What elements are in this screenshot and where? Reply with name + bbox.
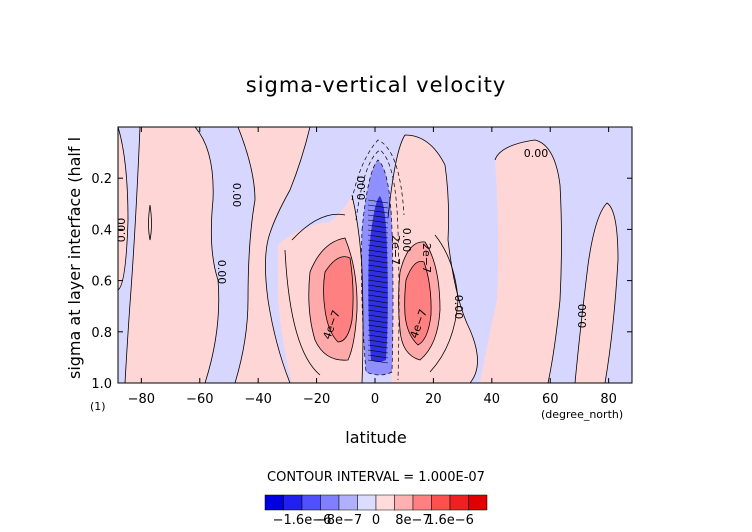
- contour-label: 0.00: [215, 260, 228, 285]
- y-axis-label: sigma at layer interface (half l: [65, 137, 84, 379]
- hatch-line: [367, 279, 389, 284]
- hatch-line: [367, 319, 389, 324]
- hatch-line: [367, 204, 389, 209]
- y-tick-label: 0.6: [91, 275, 112, 290]
- hatch-line: [367, 269, 389, 274]
- hatch-line: [367, 229, 389, 234]
- hatch-line: [367, 259, 389, 264]
- contour-label: 0.00: [230, 183, 243, 208]
- contour-label: 0.00: [576, 304, 589, 329]
- y-tick-label: 0.8: [91, 326, 112, 341]
- colorbar-swatch: [375, 494, 395, 511]
- x-axis-label: latitude: [345, 428, 406, 447]
- colorbar-swatch: [301, 494, 321, 511]
- colorbar-swatch: [320, 494, 340, 511]
- hatch-line: [367, 214, 389, 219]
- positive-lobe-south-core: [323, 256, 354, 342]
- contour-label: 0.00: [524, 147, 549, 160]
- colorbar-tick-label: −8e−7: [316, 513, 362, 528]
- hatch-line: [367, 264, 389, 269]
- colorbar-swatch: [412, 494, 432, 511]
- hatch-line: [367, 334, 389, 339]
- hatch-line: [367, 219, 389, 224]
- hatch-line: [367, 199, 389, 204]
- colorbar-tick-label: 0: [372, 513, 380, 528]
- negative-contours: [351, 139, 405, 381]
- contour-lines: [118, 127, 619, 383]
- y-tick-label: 0.2: [91, 172, 112, 187]
- contour-label: 2e−7: [420, 243, 433, 273]
- colorbar-swatch: [357, 494, 377, 511]
- colorbar-swatch: [283, 494, 303, 511]
- y-axis: 1.0 0.8 0.6 0.4 0.2: [91, 172, 632, 392]
- positive-region-south-2: [125, 127, 219, 383]
- positive-region-north-3: [575, 203, 618, 383]
- x-tick-label: −80: [128, 392, 155, 407]
- hatch-line: [367, 314, 389, 319]
- colorbar-swatch: [468, 494, 488, 511]
- hatch-line: [367, 239, 389, 244]
- hatch-line: [367, 349, 389, 354]
- positive-region-south-3: [235, 127, 310, 383]
- hatch-line: [367, 249, 389, 254]
- hatch-line: [367, 329, 389, 334]
- x-tick-label: 60: [542, 392, 559, 407]
- hatch-line: [367, 324, 389, 329]
- hatch-line: [367, 304, 389, 309]
- colorbar-swatch: [338, 494, 358, 511]
- hatch-line: [367, 354, 389, 359]
- colorbar-tick-label: −1.6e−6: [273, 513, 332, 528]
- hatch-line: [367, 274, 389, 279]
- colorbar-tick-label: 8e−7: [395, 513, 430, 528]
- contour-label: 0.00: [400, 228, 413, 253]
- hatch-line: [367, 224, 389, 229]
- hatch-line: [367, 289, 389, 294]
- x-tick-label: 0: [371, 392, 379, 407]
- y-tick-label: 0.4: [91, 223, 112, 238]
- x-tick-label: −40: [244, 392, 271, 407]
- colorbar: −1.6e−6−8e−7 0 8e−71.6e−6: [264, 494, 488, 528]
- colorbar-swatch: [449, 494, 469, 511]
- hatch-line: [367, 254, 389, 259]
- contour-interval-label: CONTOUR INTERVAL = 1.000E-07: [267, 470, 485, 485]
- y-units-label: (1): [90, 400, 106, 413]
- positive-region-north-2: [480, 140, 562, 383]
- plot-area: 0.00 0.00 0.00 0.00 0.00 0.00 0.00 0.00 …: [115, 127, 632, 383]
- contour-label: 2e−7: [389, 235, 402, 265]
- x-tick-label: −60: [186, 392, 213, 407]
- x-tick-label: 20: [425, 392, 442, 407]
- x-tick-label: 80: [600, 392, 617, 407]
- colorbar-swatch: [394, 494, 414, 511]
- x-tick-label: 40: [484, 392, 501, 407]
- negative-core-hatching: [367, 199, 389, 364]
- x-units-label: (degree_north): [541, 408, 623, 421]
- hatch-line: [367, 294, 389, 299]
- hatch-line: [367, 309, 389, 314]
- hatch-line: [367, 339, 389, 344]
- contour-label: 0.00: [355, 176, 368, 201]
- hatch-line: [367, 299, 389, 304]
- x-tick-label: −20: [303, 392, 330, 407]
- hatch-line: [367, 209, 389, 214]
- hatch-line: [367, 344, 389, 349]
- hatch-line: [367, 234, 389, 239]
- colorbar-tick-label: 1.6e−6: [426, 513, 474, 528]
- hatch-line: [367, 244, 389, 249]
- x-axis: −80 −60 −40 −20 0 20 40 60 80: [128, 127, 617, 407]
- colorbar-swatch: [431, 494, 451, 511]
- colorbar-swatch: [264, 494, 284, 511]
- contour-label: 0.00: [452, 295, 465, 320]
- hatch-line: [367, 359, 389, 364]
- positive-lobe-north-core: [404, 261, 432, 345]
- y-tick-label: 1.0: [91, 377, 112, 392]
- hatch-line: [367, 284, 389, 289]
- contour-label: 0.00: [115, 218, 128, 243]
- chart-title: sigma-vertical velocity: [246, 73, 507, 97]
